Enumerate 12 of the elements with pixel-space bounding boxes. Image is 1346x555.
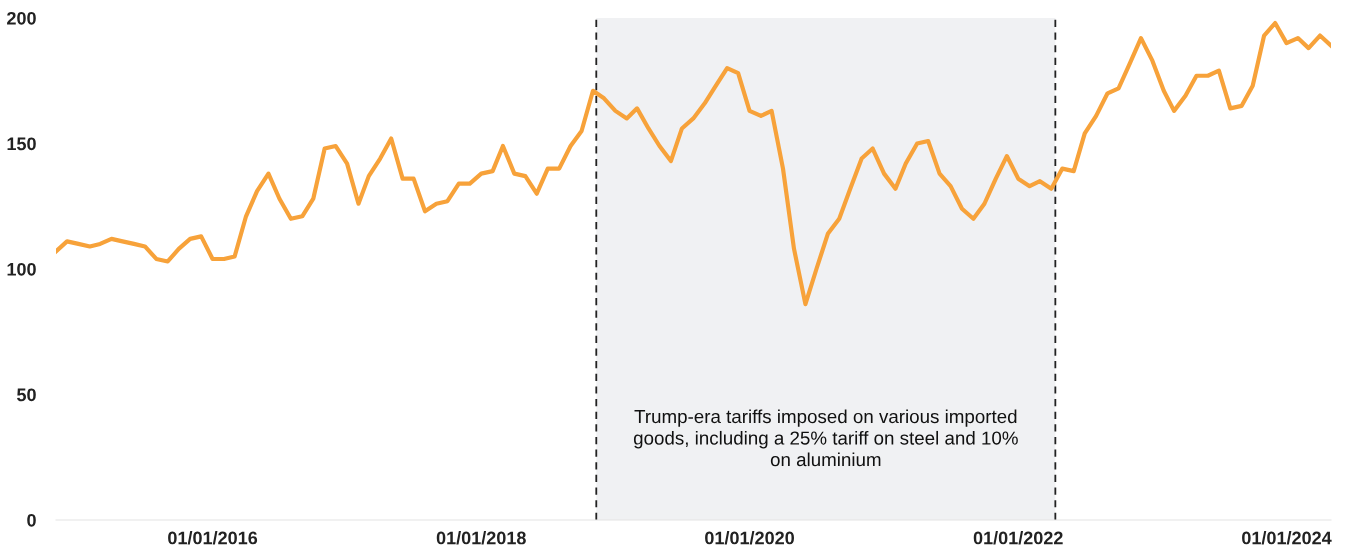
line-series — [56, 20, 1331, 307]
x-tick-label: 01/01/2024 — [1242, 531, 1332, 545]
x-tick-label: 01/01/2020 — [705, 531, 794, 545]
x-tick-label: 01/01/2022 — [973, 531, 1063, 545]
y-tick-label: 0 — [27, 513, 36, 527]
x-tick-label: 01/01/2016 — [168, 531, 258, 545]
y-tick-label: 150 — [7, 137, 36, 151]
y-tick-label: 50 — [17, 388, 36, 402]
x-tick-label: 01/01/2018 — [436, 531, 526, 545]
band-label: Trump-era tariffs imposed on various imported goods, including a 25% tariff on steel and 10% on aluminium — [633, 409, 1018, 467]
y-tick-label: 100 — [7, 262, 36, 276]
y-tick-label: 200 — [7, 11, 36, 25]
